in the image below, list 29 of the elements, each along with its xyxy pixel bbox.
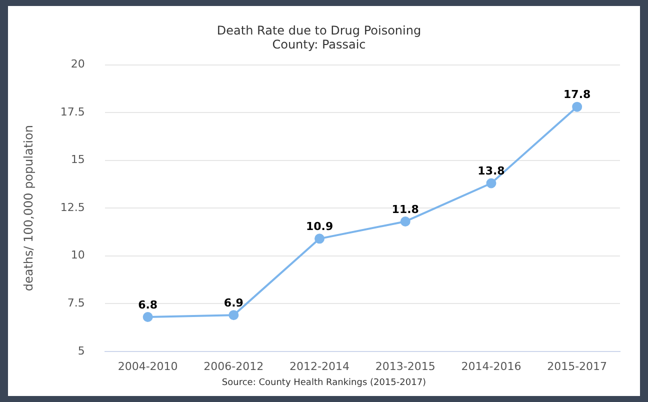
point — [228, 310, 239, 320]
y-tick-label: 7.5 — [67, 296, 85, 310]
x-tick-label: 2006-2012 — [204, 360, 264, 373]
y-tick-label: 10 — [70, 248, 85, 262]
y-tick-label: 20 — [70, 58, 85, 71]
x-tick-label: 2004-2010 — [118, 360, 178, 373]
y-tick-label: 15 — [70, 153, 85, 166]
x-tick-label: 2013-2015 — [375, 360, 436, 373]
y-axis-title: deaths/ 100,000 population — [21, 125, 36, 292]
x-tick-label: 2015-2017 — [547, 360, 608, 373]
point — [142, 312, 153, 322]
y-tick-label: 12.5 — [60, 200, 85, 214]
data-label: 11.8 — [392, 202, 419, 216]
y-tick-label: 17.5 — [60, 105, 85, 118]
data-label: 6.9 — [224, 296, 244, 310]
point — [400, 216, 410, 226]
chart-title: Death Rate due to Drug Poisoning — [216, 23, 422, 38]
data-label: 13.8 — [478, 164, 505, 178]
source-note: Source: County Health Rankings (2015-2017) — [220, 378, 428, 388]
point — [314, 234, 325, 244]
y-tick-label: 5 — [78, 344, 85, 358]
x-tick-label: 2014-2016 — [461, 360, 522, 373]
data-label: 6.8 — [138, 298, 158, 312]
data-label: 10.9 — [306, 220, 334, 234]
x-tick-label: 2012-2014 — [290, 360, 350, 373]
point — [572, 102, 582, 112]
chart-subtitle: County: Passaic — [272, 38, 366, 52]
point — [486, 178, 496, 188]
data-label: 17.8 — [564, 88, 591, 102]
